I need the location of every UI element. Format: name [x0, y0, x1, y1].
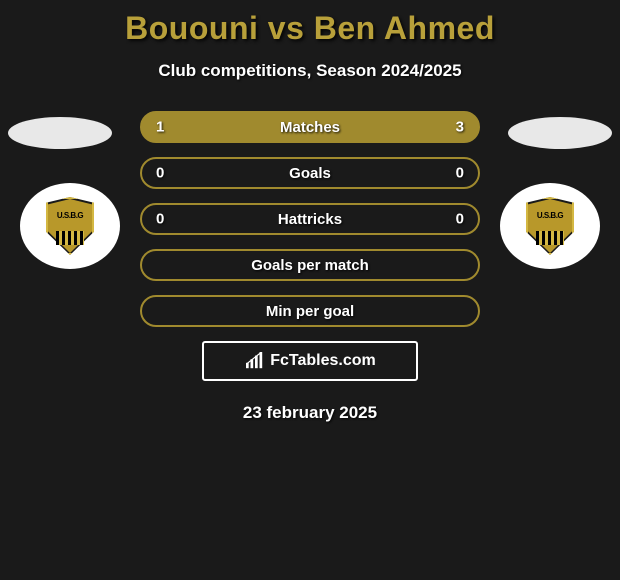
shield-icon: U.S.B.G	[526, 197, 574, 255]
subtitle: Club competitions, Season 2024/2025	[0, 61, 620, 81]
stat-row-hattricks: 0 Hattricks 0	[140, 203, 480, 235]
date-label: 23 february 2025	[140, 403, 480, 423]
stat-row-goals: 0 Goals 0	[140, 157, 480, 189]
player-right-marker	[508, 117, 612, 149]
club-badge-left: U.S.B.G	[20, 183, 120, 269]
stat-right-value: 0	[456, 211, 464, 228]
player-left-marker	[8, 117, 112, 149]
brand-label: FcTables.com	[270, 352, 376, 370]
club-badge-right: U.S.B.G	[500, 183, 600, 269]
stat-row-goals-per-match: Goals per match	[140, 249, 480, 281]
stat-label: Goals	[289, 165, 331, 182]
stat-left-value: 0	[156, 211, 164, 228]
stat-rows: 1 Matches 3 0 Goals 0 0 Hattricks 0 Goal…	[140, 111, 480, 423]
stat-label: Matches	[280, 119, 340, 136]
stat-label: Hattricks	[278, 211, 342, 228]
stat-left-value: 0	[156, 165, 164, 182]
brand-attribution[interactable]: FcTables.com	[202, 341, 418, 381]
shield-text-left: U.S.B.G	[46, 211, 94, 220]
stat-label: Min per goal	[266, 303, 354, 320]
shield-text-right: U.S.B.G	[526, 211, 574, 220]
stat-label: Goals per match	[251, 257, 369, 274]
stat-left-value: 1	[156, 119, 164, 136]
stat-row-min-per-goal: Min per goal	[140, 295, 480, 327]
stat-right-value: 3	[456, 119, 464, 136]
stat-row-matches: 1 Matches 3	[140, 111, 480, 143]
stat-right-value: 0	[456, 165, 464, 182]
page-title: Bououni vs Ben Ahmed	[0, 0, 620, 47]
barchart-icon	[244, 352, 266, 370]
shield-icon: U.S.B.G	[46, 197, 94, 255]
